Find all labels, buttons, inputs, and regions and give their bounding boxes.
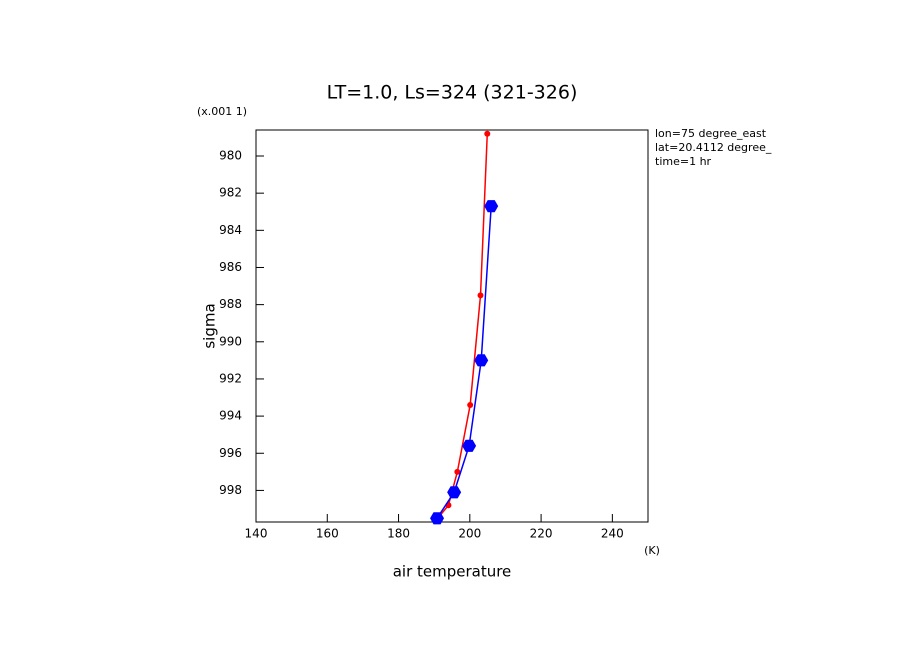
y-tick-label: 994 <box>219 409 242 423</box>
point <box>430 512 445 525</box>
point <box>474 354 489 367</box>
x-tick-label: 180 <box>387 527 410 541</box>
chart-title: LT=1.0, Ls=324 (321-326) <box>327 82 578 104</box>
y-tick-label: 990 <box>219 334 242 348</box>
point <box>454 468 461 475</box>
series-line <box>437 133 489 519</box>
x-unit: (K) <box>644 544 660 557</box>
annotation: time=1 hr <box>655 155 712 168</box>
annotation: lon=75 degree_east <box>655 127 767 140</box>
x-tick-label: 160 <box>316 527 339 541</box>
y-tick-label: 998 <box>219 483 242 497</box>
point <box>484 200 499 213</box>
y-tick-label: 986 <box>219 260 242 274</box>
y-tick-label: 982 <box>219 186 242 200</box>
point <box>462 439 477 452</box>
y-tick-label: 992 <box>219 371 242 385</box>
y-unit: (x.001 1) <box>197 105 247 118</box>
annotation: lat=20.4112 degree_ <box>655 141 772 154</box>
x-tick-label: 140 <box>245 527 268 541</box>
point <box>484 130 491 137</box>
x-tick-label: 220 <box>530 527 553 541</box>
point <box>477 292 484 299</box>
x-tick-label: 200 <box>458 527 481 541</box>
y-tick-label: 980 <box>219 149 242 163</box>
y-tick-label: 984 <box>219 223 242 237</box>
point <box>467 401 474 408</box>
y-tick-label: 996 <box>219 446 242 460</box>
y-axis-label: sigma <box>201 303 219 348</box>
plot-frame <box>255 129 649 523</box>
x-tick-label: 240 <box>601 527 624 541</box>
y-tick-label: 988 <box>219 297 242 311</box>
x-axis-label: air temperature <box>393 563 512 581</box>
point <box>447 486 462 499</box>
